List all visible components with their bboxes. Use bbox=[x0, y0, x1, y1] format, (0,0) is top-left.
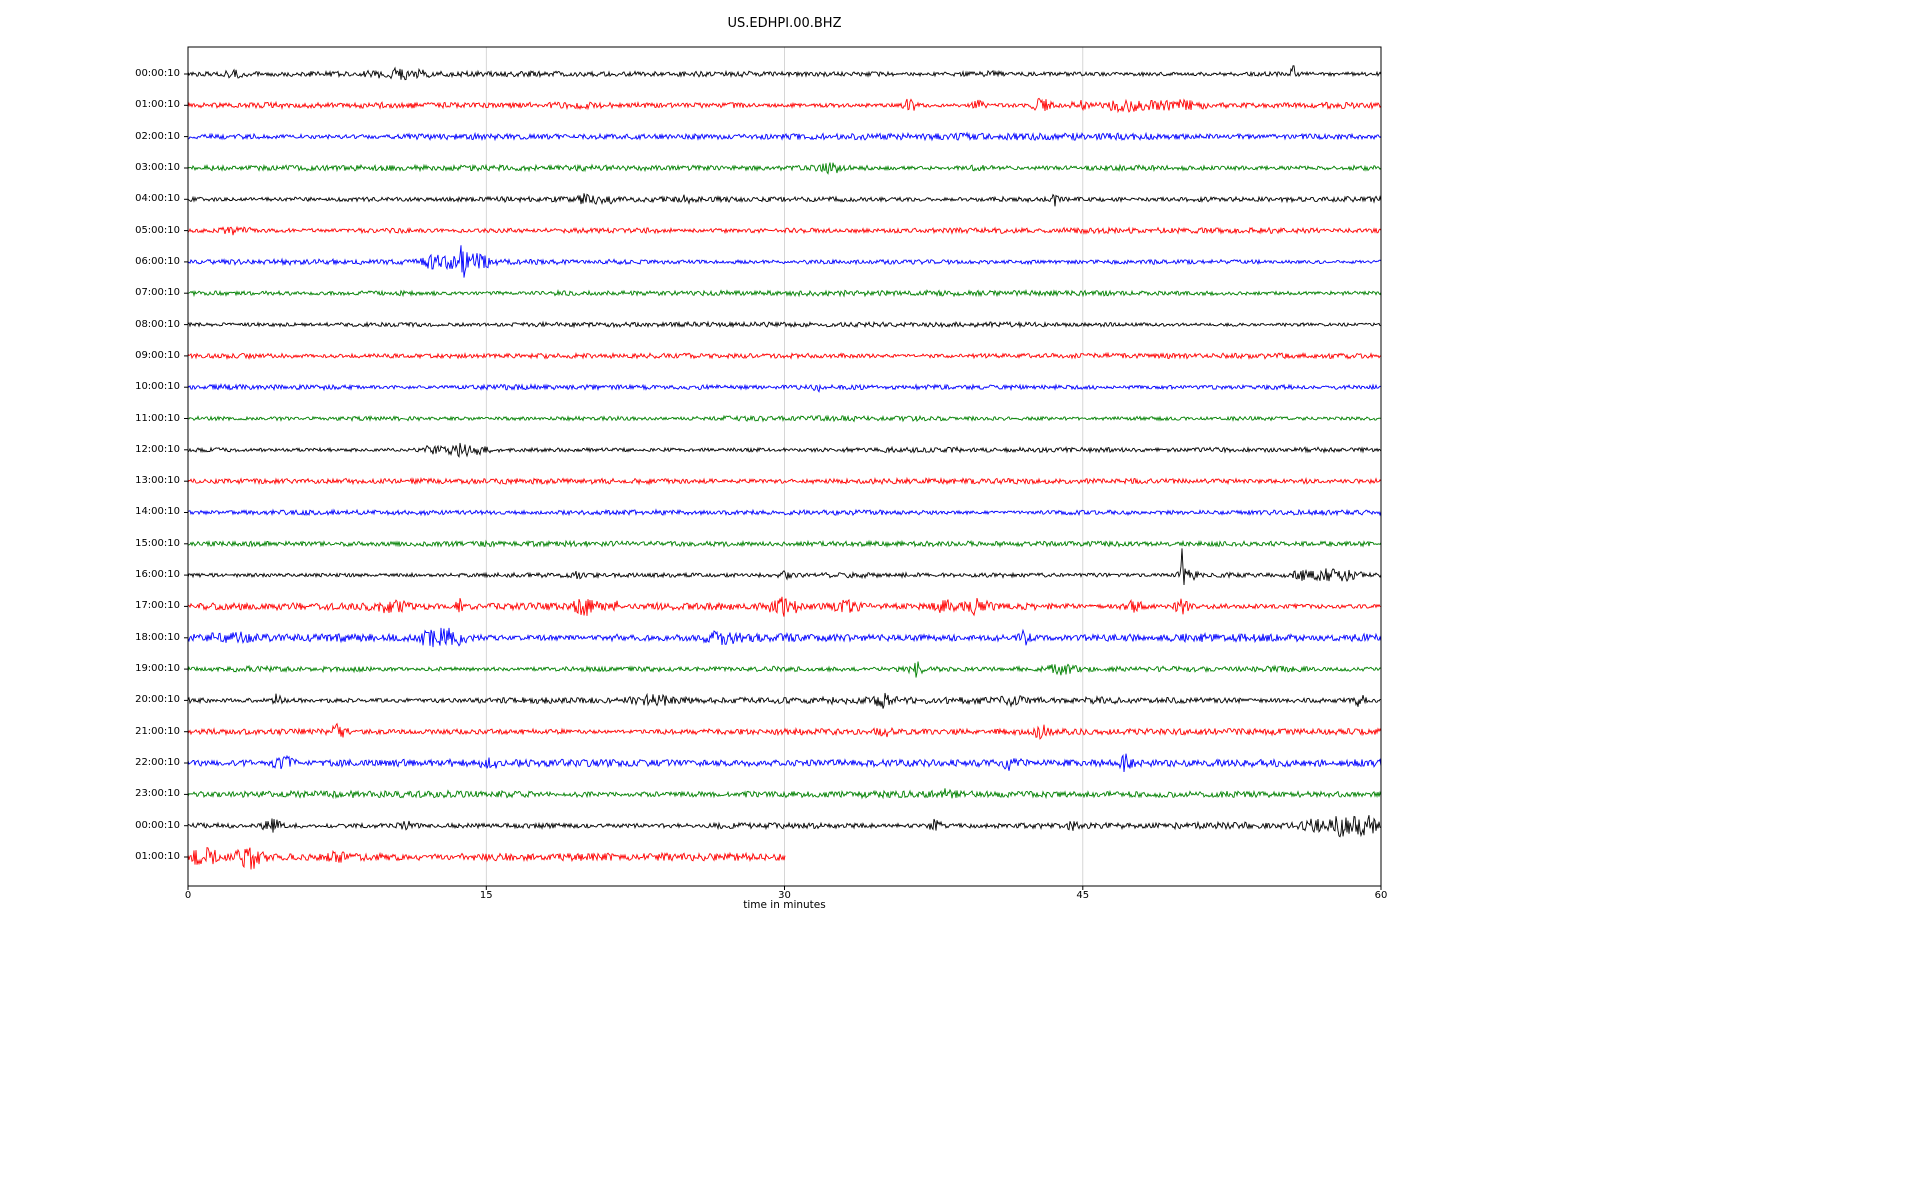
y-axis-label: 10:00:10 bbox=[135, 381, 180, 393]
plot-title: US.EDHPI.00.BHZ bbox=[727, 16, 842, 31]
y-axis-label: 11:00:10 bbox=[135, 412, 180, 424]
y-axis-label: 08:00:10 bbox=[135, 318, 180, 330]
trace-row bbox=[187, 162, 1382, 175]
y-axis-label: 02:00:10 bbox=[135, 130, 180, 142]
trace-row bbox=[187, 65, 1382, 81]
trace-row bbox=[187, 815, 1382, 838]
x-axis-tick-label: 60 bbox=[1374, 890, 1388, 901]
trace-row bbox=[187, 97, 1382, 114]
trace-row bbox=[187, 508, 1382, 517]
y-axis-label: 04:00:10 bbox=[135, 193, 180, 205]
y-axis-label: 01:00:10 bbox=[135, 99, 180, 111]
trace-row bbox=[187, 320, 1382, 329]
y-axis-label: 23:00:10 bbox=[135, 788, 180, 800]
y-axis-label: 07:00:10 bbox=[135, 287, 180, 299]
y-axis-label: 00:00:10 bbox=[135, 819, 180, 831]
y-axis-label: 12:00:10 bbox=[135, 443, 180, 455]
y-axis-label: 18:00:10 bbox=[135, 631, 180, 643]
trace-row bbox=[187, 351, 1382, 360]
y-axis-label: 01:00:10 bbox=[135, 851, 180, 862]
y-axis-label: 22:00:10 bbox=[135, 757, 180, 769]
trace-row bbox=[187, 245, 1382, 278]
y-axis-label: 05:00:10 bbox=[135, 224, 180, 236]
y-axis-label: 14:00:10 bbox=[135, 506, 180, 518]
trace-row bbox=[187, 539, 1382, 548]
y-axis-label: 06:00:10 bbox=[135, 255, 180, 267]
trace-row bbox=[187, 442, 1382, 458]
y-axis-label: 16:00:10 bbox=[135, 569, 180, 581]
x-axis-tick-label: 0 bbox=[184, 890, 192, 901]
x-axis-tick-label: 15 bbox=[479, 890, 493, 901]
y-axis-label: 00:00:10 bbox=[135, 68, 180, 79]
trace-row bbox=[187, 382, 1382, 393]
trace-row bbox=[187, 722, 1382, 740]
trace-row bbox=[187, 131, 1382, 142]
y-axis-label: 20:00:10 bbox=[135, 694, 180, 706]
trace-row bbox=[187, 414, 1382, 423]
y-axis-label: 09:00:10 bbox=[135, 349, 180, 361]
y-axis-label: 03:00:10 bbox=[135, 161, 180, 173]
trace-row bbox=[187, 596, 1381, 617]
trace-row bbox=[187, 661, 1382, 678]
y-axis-label: 15:00:10 bbox=[135, 537, 180, 549]
trace-row bbox=[187, 846, 786, 870]
x-axis-tick-label: 45 bbox=[1076, 890, 1090, 901]
x-axis-tick-label: 30 bbox=[778, 890, 791, 901]
trace-row bbox=[187, 692, 1382, 709]
x-axis-title: time in minutes bbox=[743, 899, 826, 911]
trace-row bbox=[187, 627, 1382, 648]
y-axis-label: 13:00:10 bbox=[135, 475, 180, 487]
trace-row bbox=[187, 476, 1382, 486]
trace-row bbox=[187, 225, 1382, 236]
y-axis-label: 21:00:10 bbox=[135, 725, 180, 737]
trace-row bbox=[187, 288, 1382, 298]
trace-row bbox=[187, 193, 1382, 207]
trace-row bbox=[187, 548, 1382, 586]
y-axis-label: 19:00:10 bbox=[135, 663, 180, 675]
y-axis-label: 17:00:10 bbox=[135, 600, 180, 612]
trace-row bbox=[187, 788, 1382, 800]
trace-row bbox=[187, 753, 1382, 773]
